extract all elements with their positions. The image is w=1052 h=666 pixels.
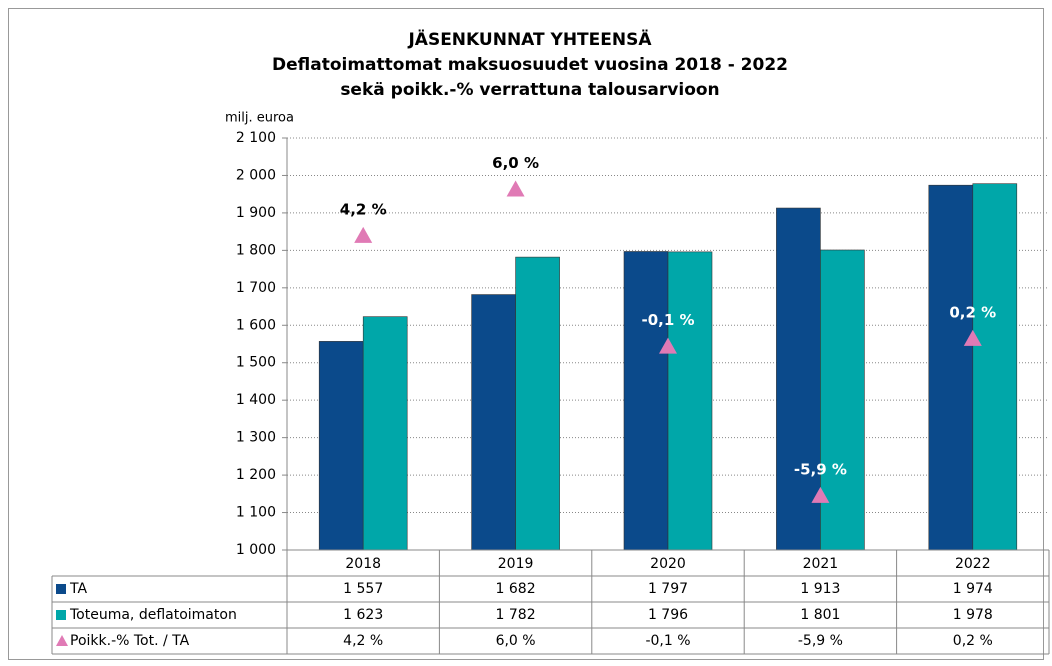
bar [623, 251, 669, 551]
bar [667, 251, 713, 551]
chart-subtitle: Deflatoimattomat maksuosuudet vuosina 20… [272, 55, 788, 75]
marker [506, 180, 525, 197]
chart-subtitle: sekä poikk.-% verrattuna talousarvioon [340, 80, 719, 100]
table-cell: 1 682 [496, 581, 536, 597]
y-tick-label: 1 300 [236, 430, 276, 446]
y-tick-label: 1 100 [236, 505, 276, 521]
y-tick-label: 1 800 [236, 242, 276, 258]
y-tick-label: 1 000 [236, 542, 276, 558]
marker [659, 337, 677, 354]
bar [820, 249, 865, 551]
bar [928, 184, 974, 551]
frame [8, 8, 1044, 660]
y-tick-label: 1 400 [236, 392, 276, 408]
table-cell: 0,2 % [953, 633, 993, 649]
table-cell: 1 978 [953, 607, 993, 623]
table-cell: 1 623 [343, 607, 383, 623]
x-tick-label: 2020 [650, 556, 686, 572]
table-cell: 1 913 [800, 581, 840, 597]
bar [362, 316, 408, 551]
bar [471, 294, 516, 551]
table-cell: -0,1 % [645, 633, 690, 649]
table-cell: 1 801 [800, 607, 840, 623]
table-cell: -5,9 % [798, 633, 843, 649]
table-cell: 1 974 [953, 581, 993, 597]
legend-swatch [56, 584, 66, 594]
bar [972, 183, 1018, 551]
bar [318, 341, 364, 551]
bar [776, 207, 821, 551]
data-label: 6,0 % [492, 154, 539, 172]
legend-label: Poikk.-% Tot. / TA [70, 633, 190, 649]
x-tick-label: 2018 [345, 556, 381, 572]
table-cell: 1 796 [648, 607, 688, 623]
data-label: -5,9 % [794, 460, 847, 478]
chart-title: JÄSENKUNNAT YHTEENSÄ [407, 28, 652, 50]
y-tick-label: 1 200 [236, 467, 276, 483]
x-tick-label: 2022 [955, 556, 991, 572]
data-label: 0,2 % [949, 303, 996, 321]
y-tick-label: 2 000 [236, 167, 276, 183]
table-cell: 1 782 [496, 607, 536, 623]
y-tick-label: 1 700 [236, 280, 276, 296]
x-tick-label: 2019 [498, 556, 534, 572]
legend-marker [56, 635, 68, 646]
y-tick-label: 2 100 [236, 130, 276, 146]
table-cell: 4,2 % [343, 633, 383, 649]
marker [354, 226, 373, 243]
legend-swatch [56, 610, 66, 620]
table-cell: 1 797 [648, 581, 688, 597]
y-tick-label: 1 600 [236, 317, 276, 333]
table-cell: 6,0 % [496, 633, 536, 649]
data-label: -0,1 % [641, 311, 694, 329]
marker [963, 329, 982, 346]
marker [811, 486, 830, 503]
legend-label: Toteuma, deflatoimaton [69, 607, 237, 623]
y-tick-label: 1 500 [236, 355, 276, 371]
x-tick-label: 2021 [803, 556, 839, 572]
y-axis-label: milj. euroa [225, 111, 294, 126]
y-tick-label: 1 900 [236, 205, 276, 221]
legend-label: TA [69, 581, 87, 597]
bar [515, 256, 560, 551]
table-cell: 1 557 [343, 581, 383, 597]
data-label: 4,2 % [340, 200, 387, 218]
